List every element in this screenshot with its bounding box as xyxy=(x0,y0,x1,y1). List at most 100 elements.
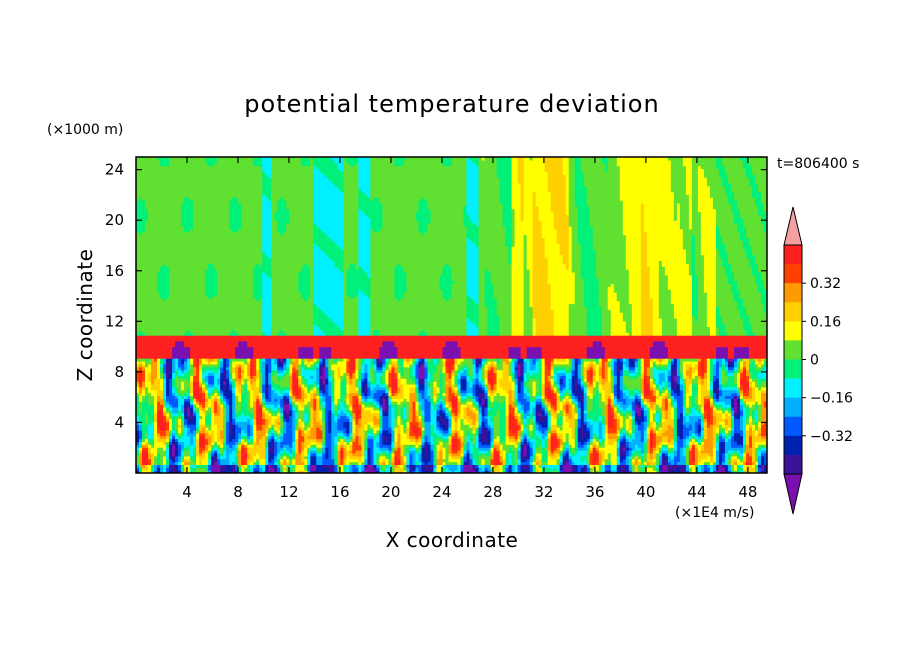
heatmap-cell xyxy=(529,438,537,442)
heatmap-cell xyxy=(541,461,549,465)
heatmap-cell xyxy=(361,452,365,457)
heatmap-cell xyxy=(517,392,525,397)
heatmap-cell xyxy=(175,450,179,454)
heatmap-cell xyxy=(397,438,402,442)
heatmap-cell xyxy=(226,432,230,437)
heatmap-cell xyxy=(292,435,296,440)
heatmap-cell xyxy=(679,392,684,397)
heatmap-cell xyxy=(310,464,317,468)
heatmap-cell xyxy=(565,450,570,454)
heatmap-cell xyxy=(448,392,456,397)
heatmap-cell xyxy=(223,427,227,431)
heatmap-cell xyxy=(208,455,212,460)
heatmap-cell xyxy=(622,392,627,397)
heatmap-cell xyxy=(391,450,395,454)
heatmap-cell xyxy=(634,412,639,417)
heatmap-cell xyxy=(139,438,143,442)
heatmap-cell xyxy=(472,435,477,440)
heatmap-cell xyxy=(472,464,477,468)
heatmap-cell xyxy=(355,450,362,454)
heatmap-cell xyxy=(259,404,263,408)
heatmap-cell xyxy=(139,470,143,473)
heatmap-cell xyxy=(265,444,269,448)
heatmap-cell xyxy=(679,450,684,454)
heatmap-cell xyxy=(469,450,474,454)
heatmap-cell xyxy=(745,470,756,473)
heatmap-cell xyxy=(169,424,173,428)
heatmap-cell xyxy=(475,418,480,422)
heatmap-cell xyxy=(442,461,447,465)
heatmap-cell xyxy=(514,421,519,425)
heatmap-cell xyxy=(391,409,395,414)
heatmap-cell xyxy=(379,467,383,471)
heatmap-cell xyxy=(307,389,311,394)
heatmap-cell xyxy=(202,450,206,454)
heatmap-cell xyxy=(181,386,185,391)
heatmap-cell xyxy=(202,404,206,408)
heatmap-cell xyxy=(520,415,525,420)
heatmap-cell xyxy=(187,470,191,473)
heatmap-cell xyxy=(301,389,305,394)
heatmap-cell xyxy=(142,404,155,408)
heatmap-cell xyxy=(331,427,338,431)
heatmap-cell xyxy=(439,409,444,414)
heatmap-cell xyxy=(151,444,155,448)
heatmap-cell xyxy=(748,404,753,408)
heatmap-cell xyxy=(592,386,600,391)
heatmap-cell xyxy=(493,444,501,448)
heatmap-cell xyxy=(277,461,281,465)
heatmap-cell xyxy=(343,452,347,457)
heatmap-cell xyxy=(217,424,224,428)
heatmap-cell xyxy=(469,452,474,457)
heatmap-cell xyxy=(562,404,567,408)
heatmap-cell xyxy=(238,450,242,454)
heatmap-cell xyxy=(361,409,371,414)
heatmap-cell xyxy=(442,406,447,411)
heatmap-cell xyxy=(205,432,209,437)
heatmap-cell xyxy=(505,441,516,445)
heatmap-cell xyxy=(334,447,338,451)
heatmap-cell xyxy=(142,444,149,448)
heatmap-cell xyxy=(358,427,365,431)
heatmap-cell xyxy=(616,470,621,473)
heatmap-cell xyxy=(547,435,552,440)
heatmap-cell xyxy=(394,452,402,457)
heatmap-cell xyxy=(340,452,344,457)
heatmap-cell xyxy=(421,435,426,440)
heatmap-cell xyxy=(619,389,624,394)
heatmap-cell xyxy=(598,444,606,448)
heatmap-cell xyxy=(226,452,230,457)
heatmap-cell xyxy=(622,389,630,394)
heatmap-cell xyxy=(484,464,492,468)
heatmap-cell xyxy=(367,450,371,454)
heatmap-cell xyxy=(508,432,519,437)
heatmap-cell xyxy=(394,444,399,448)
heatmap-cell xyxy=(157,412,164,417)
heatmap-cell xyxy=(544,398,549,402)
heatmap-cell xyxy=(448,401,453,405)
heatmap-cell xyxy=(298,409,305,414)
heatmap-cell xyxy=(592,392,597,397)
heatmap-cell xyxy=(136,444,140,448)
heatmap-cell xyxy=(757,429,762,434)
heatmap-cell xyxy=(142,386,146,391)
heatmap-cell xyxy=(451,450,459,454)
heatmap-cell xyxy=(742,438,747,442)
heatmap-cell xyxy=(244,447,248,451)
heatmap-cell xyxy=(397,415,402,420)
heatmap-cell xyxy=(700,435,705,440)
heatmap-cell xyxy=(379,424,383,428)
heatmap-cell xyxy=(175,447,179,451)
heatmap-cell xyxy=(748,435,753,440)
heatmap-cell xyxy=(562,395,567,399)
heatmap-cell xyxy=(604,427,609,431)
heatmap-cell xyxy=(334,461,338,465)
heatmap-cell xyxy=(523,438,528,442)
heatmap-cell xyxy=(685,444,690,448)
heatmap-cell xyxy=(538,464,543,468)
heatmap-cell xyxy=(235,424,239,428)
heatmap-cell xyxy=(610,458,618,463)
heatmap-cell xyxy=(571,427,576,431)
heatmap-cell xyxy=(661,435,669,440)
heatmap-cell xyxy=(400,427,405,431)
